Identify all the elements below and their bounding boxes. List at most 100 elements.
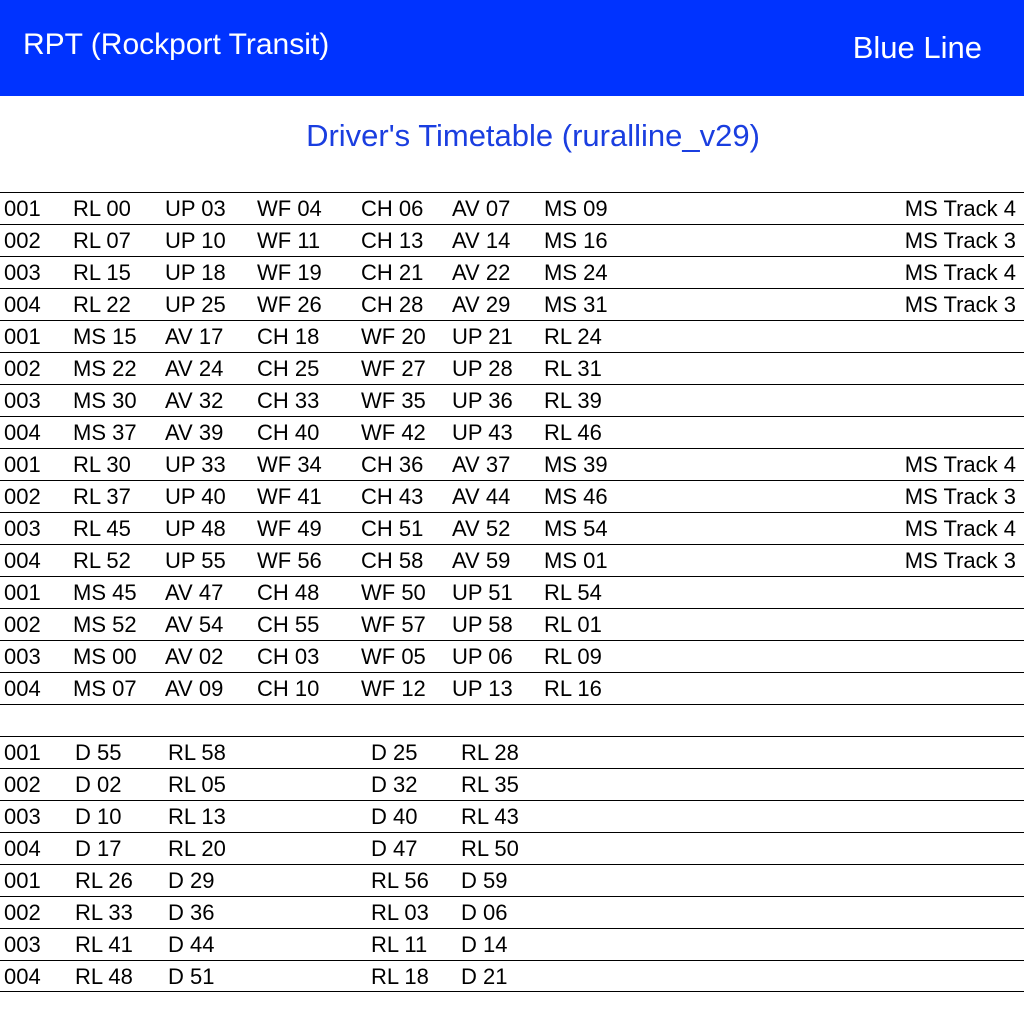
trip-id: 002 bbox=[4, 612, 41, 637]
trip-id: 001 bbox=[4, 452, 41, 477]
table-row: 002 RL 07 UP 10 WF 11 CH 13 AV 14 MS 16 MS Trac… bbox=[0, 224, 1024, 256]
track-label: MS Track 4 bbox=[904, 516, 1016, 541]
stop-time: WF 57 bbox=[361, 612, 426, 637]
stop-time: UP 21 bbox=[452, 324, 513, 349]
trip-id: 004 bbox=[4, 548, 41, 573]
line-name: Blue Line bbox=[852, 30, 982, 65]
stop-time: WF 12 bbox=[361, 676, 426, 701]
trip-id: 002 bbox=[4, 772, 41, 797]
stop-time: AV 44 bbox=[452, 484, 511, 509]
stop-time: MS 22 bbox=[73, 356, 137, 381]
stop-time: UP 03 bbox=[165, 196, 226, 221]
stop-time: CH 43 bbox=[361, 484, 424, 509]
stop-time: CH 10 bbox=[257, 676, 320, 701]
stop-time: RL 05 bbox=[168, 772, 226, 797]
stop-time: RL 11 bbox=[371, 932, 428, 957]
trip-id: 001 bbox=[4, 580, 41, 605]
stop-time: RL 43 bbox=[461, 804, 519, 829]
stop-time: MS 31 bbox=[544, 292, 608, 317]
track-label: MS Track 3 bbox=[904, 548, 1016, 573]
table-row: 003 MS 30 AV 32 CH 33 WF 35 UP 36 RL 39 bbox=[0, 384, 1024, 416]
stop-time: D 29 bbox=[168, 868, 215, 893]
stop-time: AV 54 bbox=[165, 612, 224, 637]
stop-time: AV 29 bbox=[452, 292, 511, 317]
stop-time: CH 55 bbox=[257, 612, 320, 637]
page-title: Driver's Timetable (ruralline_v29) bbox=[306, 118, 760, 153]
section-gap bbox=[0, 704, 1024, 736]
stop-time: MS 54 bbox=[544, 516, 608, 541]
stop-time: MS 00 bbox=[73, 644, 137, 669]
stop-time: UP 10 bbox=[165, 228, 226, 253]
stop-time: RL 48 bbox=[75, 964, 133, 989]
stop-time: RL 46 bbox=[544, 420, 602, 445]
table-row: 003 RL 15 UP 18 WF 19 CH 21 AV 22 MS 24 MS Trac… bbox=[0, 256, 1024, 288]
table-row: 003 MS 00 AV 02 CH 03 WF 05 UP 06 RL 09 bbox=[0, 640, 1024, 672]
stop-time: RL 24 bbox=[544, 324, 602, 349]
stop-time: WF 42 bbox=[361, 420, 426, 445]
stop-time: RL 15 bbox=[73, 260, 131, 285]
stop-time: RL 56 bbox=[371, 868, 429, 893]
trip-id: 003 bbox=[4, 932, 41, 957]
stop-time: CH 48 bbox=[257, 580, 320, 605]
stop-time: D 40 bbox=[371, 804, 418, 829]
table-row: 003 RL 45 UP 48 WF 49 CH 51 AV 52 MS 54 MS Trac… bbox=[0, 512, 1024, 544]
stop-time: CH 03 bbox=[257, 644, 320, 669]
stop-time: MS 52 bbox=[73, 612, 137, 637]
stop-time: WF 35 bbox=[361, 388, 426, 413]
stop-time: RL 45 bbox=[73, 516, 131, 541]
depot-row: 003 D 10 RL 13 D 40 RL 43 bbox=[0, 800, 1024, 832]
stop-time: D 14 bbox=[461, 932, 508, 957]
depot-row: 004 D 17 RL 20 D 47 RL 50 bbox=[0, 832, 1024, 864]
table-row: 001 MS 45 AV 47 CH 48 WF 50 UP 51 RL 54 bbox=[0, 576, 1024, 608]
stop-time: WF 20 bbox=[361, 324, 426, 349]
stop-time: RL 20 bbox=[168, 836, 226, 861]
trip-id: 001 bbox=[4, 868, 41, 893]
stop-time: MS 16 bbox=[544, 228, 608, 253]
table-row: 002 RL 37 UP 40 WF 41 CH 43 AV 44 MS 46 MS Trac… bbox=[0, 480, 1024, 512]
trip-id: 003 bbox=[4, 388, 41, 413]
stop-time: WF 50 bbox=[361, 580, 426, 605]
depot-row: 004 RL 48 D 51 RL 18 D 21 bbox=[0, 960, 1024, 992]
table-row: 002 MS 22 AV 24 CH 25 WF 27 UP 28 RL 31 bbox=[0, 352, 1024, 384]
track-label: MS Track 3 bbox=[904, 228, 1016, 253]
stop-time: UP 40 bbox=[165, 484, 226, 509]
track-label: MS Track 3 bbox=[904, 292, 1016, 317]
table-row: 004 MS 07 AV 09 CH 10 WF 12 UP 13 RL 16 bbox=[0, 672, 1024, 704]
trip-id: 002 bbox=[4, 484, 41, 509]
stop-time: MS 24 bbox=[544, 260, 608, 285]
trip-id: 004 bbox=[4, 836, 41, 861]
stop-time: CH 33 bbox=[257, 388, 320, 413]
trip-id: 003 bbox=[4, 804, 41, 829]
trip-id: 001 bbox=[4, 740, 41, 765]
stop-time: CH 21 bbox=[361, 260, 424, 285]
stop-time: CH 18 bbox=[257, 324, 320, 349]
stop-time: RL 22 bbox=[73, 292, 131, 317]
table-row: 001 RL 30 UP 33 WF 34 CH 36 AV 37 MS 39 MS Trac… bbox=[0, 448, 1024, 480]
stop-time: RL 01 bbox=[544, 612, 602, 637]
stop-time: UP 51 bbox=[452, 580, 513, 605]
stop-time: UP 18 bbox=[165, 260, 226, 285]
stop-time: D 36 bbox=[168, 900, 215, 925]
stop-time: D 44 bbox=[168, 932, 215, 957]
trip-id: 004 bbox=[4, 420, 41, 445]
stop-time: AV 59 bbox=[452, 548, 511, 573]
stop-time: D 06 bbox=[461, 900, 508, 925]
table-row: 002 MS 52 AV 54 CH 55 WF 57 UP 58 RL 01 bbox=[0, 608, 1024, 640]
stop-time: D 21 bbox=[461, 964, 508, 989]
stop-time: AV 37 bbox=[452, 452, 511, 477]
stop-time: UP 33 bbox=[165, 452, 226, 477]
stop-time: AV 22 bbox=[452, 260, 511, 285]
stop-time: MS 39 bbox=[544, 452, 608, 477]
stop-time: D 10 bbox=[75, 804, 122, 829]
trip-id: 001 bbox=[4, 324, 41, 349]
depot-row: 002 D 02 RL 05 D 32 RL 35 bbox=[0, 768, 1024, 800]
table-row: 001 MS 15 AV 17 CH 18 WF 20 UP 21 RL 24 bbox=[0, 320, 1024, 352]
stop-time: RL 41 bbox=[75, 932, 133, 957]
depot-row: 003 RL 41 D 44 RL 11 D 14 bbox=[0, 928, 1024, 960]
trip-id: 002 bbox=[4, 900, 41, 925]
stop-time: WF 04 bbox=[257, 196, 322, 221]
stop-time: UP 55 bbox=[165, 548, 226, 573]
stop-time: UP 48 bbox=[165, 516, 226, 541]
stop-time: CH 13 bbox=[361, 228, 424, 253]
stop-time: UP 58 bbox=[452, 612, 513, 637]
